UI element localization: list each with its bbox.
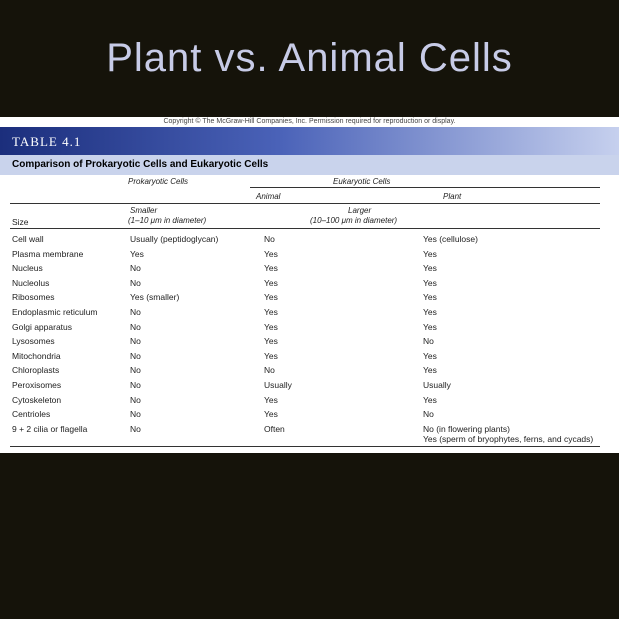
size-row-divider: [10, 228, 600, 229]
cell-prokaryotic: No: [130, 277, 141, 288]
comparison-table-figure: Copyright © The McGraw-Hill Companies, I…: [0, 117, 619, 453]
cell-animal: No: [264, 365, 275, 376]
header-divider: [10, 203, 600, 204]
cell-feature: Plasma membrane: [12, 248, 84, 259]
table-bottom-rule: [10, 446, 600, 448]
cell-feature: Centrioles: [12, 409, 51, 420]
header-plant: Plant: [443, 192, 462, 201]
cell-plant: Yes: [423, 365, 437, 376]
cell-plant: Yes: [423, 394, 437, 405]
cell-prokaryotic: Yes (smaller): [130, 292, 180, 303]
size-prokaryotic-line2: (1–10 μm in diameter): [128, 216, 207, 225]
cell-feature: Ribosomes: [12, 292, 55, 303]
cell-plant: Yes: [423, 321, 437, 332]
cell-prokaryotic: No: [130, 321, 141, 332]
table-caption: Comparison of Prokaryotic Cells and Euka…: [12, 159, 269, 170]
cell-plant: Yes: [423, 248, 437, 259]
cell-prokaryotic: No: [130, 423, 141, 434]
cell-feature: Nucleolus: [12, 277, 50, 288]
size-label: Size: [12, 217, 29, 227]
cell-feature: Lysosomes: [12, 336, 55, 347]
cell-feature: Golgi apparatus: [12, 321, 73, 332]
cell-plant: No: [423, 409, 434, 420]
header-prokaryotic: Prokaryotic Cells: [128, 177, 189, 186]
cell-animal: Yes: [264, 292, 278, 303]
cell-animal: No: [264, 234, 275, 244]
table-label: TABLE 4.1: [12, 134, 82, 149]
cell-prokaryotic: No: [130, 336, 141, 347]
copyright-notice: Copyright © The McGraw-Hill Companies, I…: [163, 118, 456, 125]
size-prokaryotic-line1: Smaller: [130, 206, 158, 215]
cell-feature: Endoplasmic reticulum: [12, 307, 98, 317]
cell-animal: Usually: [264, 380, 292, 390]
cell-plant: Yes: [423, 292, 437, 303]
cell-feature: Nucleus: [12, 263, 43, 274]
cell-animal: Yes: [264, 277, 278, 288]
cell-plant: Usually: [423, 380, 451, 390]
cell-feature: Cytoskeleton: [12, 394, 62, 405]
cell-prokaryotic: No: [130, 394, 141, 405]
size-eukaryotic-line1: Larger: [348, 206, 372, 215]
cell-prokaryotic: No: [130, 263, 141, 274]
header-divider-eukaryotic: [250, 187, 600, 188]
cell-plant: No: [423, 336, 434, 347]
cell-prokaryotic: Usually (peptidoglycan): [130, 234, 219, 244]
cell-plant: Yes: [423, 263, 437, 274]
cell-feature: Cell wall: [12, 234, 44, 244]
slide-title: Plant vs. Animal Cells: [106, 36, 513, 80]
cell-animal: Yes: [264, 350, 278, 361]
cell-plant: Yes: [423, 350, 437, 361]
cell-feature: 9 + 2 cilia or flagella: [12, 423, 88, 434]
cell-feature: Chloroplasts: [12, 365, 60, 376]
cell-animal: Yes: [264, 263, 278, 274]
cell-plant: No (in flowering plants): [423, 423, 510, 434]
cell-feature: Mitochondria: [12, 350, 61, 361]
cell-prokaryotic: No: [130, 307, 141, 317]
cell-prokaryotic: No: [130, 380, 141, 390]
cell-animal: Yes: [264, 336, 278, 347]
cell-plant: Yes (cellulose): [423, 234, 478, 244]
cell-prokaryotic: No: [130, 365, 141, 376]
cell-prokaryotic: No: [130, 409, 141, 420]
cell-animal: Yes: [264, 248, 278, 259]
cell-prokaryotic: No: [130, 350, 141, 361]
cell-animal: Often: [264, 423, 285, 434]
table-banner: TABLE 4.1: [0, 127, 619, 155]
header-animal: Animal: [256, 192, 281, 201]
cell-plant: Yes: [423, 277, 437, 288]
cell-animal: Yes: [264, 321, 278, 332]
cell-animal: Yes: [264, 409, 278, 420]
cell-animal: Yes: [264, 394, 278, 405]
cell-animal: Yes: [264, 307, 278, 317]
header-eukaryotic: Eukaryotic Cells: [333, 177, 391, 186]
size-eukaryotic-line2: (10–100 μm in diameter): [310, 216, 398, 225]
table-caption-bar: Comparison of Prokaryotic Cells and Euka…: [0, 155, 619, 175]
cell-prokaryotic: Yes: [130, 248, 144, 259]
cell-feature: Peroxisomes: [12, 380, 62, 390]
cell-plant-line2: Yes (sperm of bryophytes, ferns, and cyc…: [423, 433, 594, 444]
cell-plant: Yes: [423, 307, 437, 317]
